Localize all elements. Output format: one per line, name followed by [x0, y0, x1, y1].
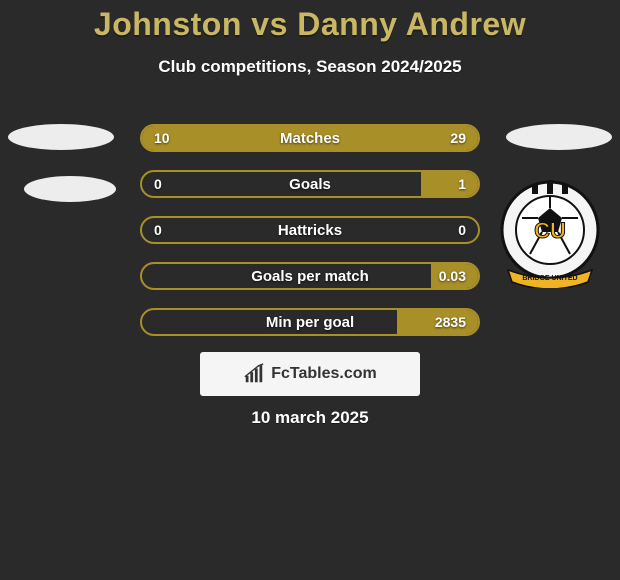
stat-label: Goals — [142, 172, 478, 196]
stat-label: Min per goal — [142, 310, 478, 334]
stat-label: Hattricks — [142, 218, 478, 242]
stat-label: Goals per match — [142, 264, 478, 288]
page-subtitle: Club competitions, Season 2024/2025 — [0, 57, 620, 77]
page-title: Johnston vs Danny Andrew — [0, 6, 620, 43]
stat-label: Matches — [142, 126, 478, 150]
club-badge: CU BRIDGE UNITED — [500, 178, 600, 288]
comparison-infographic: Johnston vs Danny Andrew Club competitio… — [0, 0, 620, 580]
stat-row: 00Hattricks — [140, 216, 480, 244]
brand-watermark: FcTables.com — [200, 352, 420, 396]
stat-row: 2835Min per goal — [140, 308, 480, 336]
badge-monogram: CU — [534, 218, 566, 243]
stat-row: 01Goals — [140, 170, 480, 198]
generation-date: 10 march 2025 — [0, 408, 620, 428]
player-left-placeholder — [8, 124, 114, 150]
player-right-placeholder — [506, 124, 612, 150]
badge-ribbon-text: BRIDGE UNITED — [522, 275, 577, 282]
stat-row: 1029Matches — [140, 124, 480, 152]
player-left-placeholder — [24, 176, 116, 202]
stat-row: 0.03Goals per match — [140, 262, 480, 290]
comparison-rows: 1029Matches 01Goals 00Hattricks 0.03Goals p… — [140, 124, 480, 354]
brand-text: FcTables.com — [271, 365, 377, 383]
bar-chart-icon — [243, 363, 265, 385]
